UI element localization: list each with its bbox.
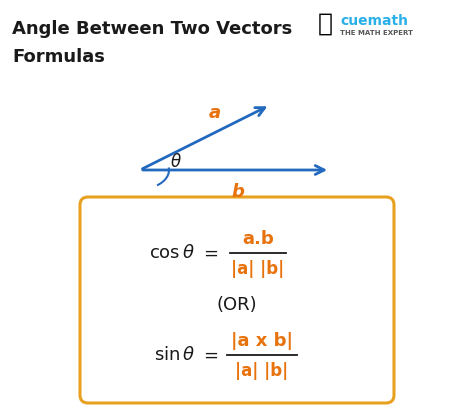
Text: a: a bbox=[209, 104, 221, 122]
Text: Angle Between Two Vectors: Angle Between Two Vectors bbox=[12, 20, 292, 38]
Text: a.b: a.b bbox=[242, 230, 274, 248]
FancyBboxPatch shape bbox=[80, 197, 394, 403]
Text: b: b bbox=[232, 183, 245, 201]
Text: (OR): (OR) bbox=[217, 296, 257, 314]
Text: $\cos\theta$: $\cos\theta$ bbox=[149, 244, 195, 262]
Text: $=$: $=$ bbox=[200, 244, 219, 262]
Text: $=$: $=$ bbox=[200, 346, 219, 364]
Text: Formulas: Formulas bbox=[12, 48, 105, 66]
Text: |a x b|: |a x b| bbox=[231, 332, 293, 350]
Text: cuemath: cuemath bbox=[340, 14, 408, 28]
Text: $\sin\theta$: $\sin\theta$ bbox=[154, 346, 195, 364]
Text: $\theta$: $\theta$ bbox=[170, 153, 182, 171]
Text: |a| |b|: |a| |b| bbox=[236, 362, 289, 380]
Text: THE MATH EXPERT: THE MATH EXPERT bbox=[340, 30, 413, 36]
Text: 🚀: 🚀 bbox=[318, 12, 333, 36]
Text: |a| |b|: |a| |b| bbox=[231, 260, 284, 278]
